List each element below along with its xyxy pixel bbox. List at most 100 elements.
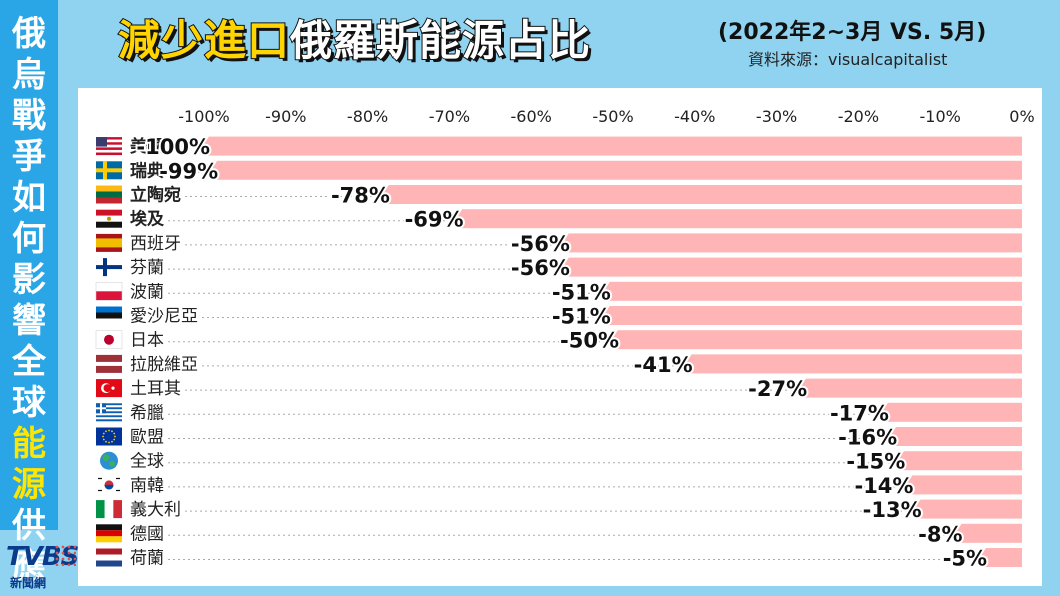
value-label: -15% (846, 450, 905, 474)
x-tick-label: -70% (429, 107, 470, 126)
value-label: -99% (159, 159, 218, 183)
category-label: 立陶宛 (130, 185, 181, 206)
flag-greece-icon (96, 403, 122, 422)
chart-panel: -100% -90% -80% -70% -60% -50% -40% -30% -20% -10… (78, 88, 1042, 586)
category-label: 埃及 (130, 209, 165, 230)
category-label: 美國 (130, 136, 164, 157)
category-label: 日本 (130, 331, 164, 351)
period-label: (2022年2~3月 VS. 5月) (718, 20, 987, 45)
bar (383, 185, 1023, 204)
value-label: -56% (511, 232, 570, 256)
bar (899, 451, 1022, 471)
flag-latvia-icon (96, 354, 122, 373)
logo-subtitle: 新聞網 (10, 576, 47, 590)
side-title: 俄烏戰爭如何影響全球能源供應 (8, 14, 50, 588)
x-tick-label: 0% (1009, 107, 1034, 126)
bar (882, 402, 1022, 422)
category-label: 歐盟 (130, 428, 164, 448)
side-title-char: 影 (12, 260, 46, 300)
category-label: 瑞典 (130, 160, 164, 181)
value-label: -41% (634, 353, 693, 377)
flag-italy-icon (96, 500, 122, 519)
category-label: 西班牙 (130, 234, 181, 254)
flag-germany-icon (96, 524, 122, 543)
side-title-char: 何 (12, 219, 46, 259)
bar (204, 136, 1022, 156)
value-label: -50% (560, 329, 619, 353)
flag-south-korea-icon (96, 475, 122, 494)
side-title-char: 全 (12, 342, 46, 382)
value-label: -56% (511, 256, 570, 280)
bar (686, 354, 1022, 374)
value-label: -78% (331, 184, 390, 208)
category-label: 南韓 (130, 476, 164, 496)
bar (956, 523, 1022, 543)
flag-eu-icon (96, 427, 122, 446)
x-tick-label: -10% (920, 107, 961, 126)
flag-finland-icon (96, 258, 122, 277)
bar (613, 330, 1022, 350)
bar (604, 306, 1022, 325)
flag-lithuania-icon (96, 185, 122, 204)
bar (457, 209, 1023, 229)
side-banner: 俄烏戰爭如何影響全球能源供應 (0, 0, 58, 587)
value-label: -51% (552, 280, 611, 304)
tvbs-logo: TVBS 新聞網 (2, 538, 79, 594)
category-label: 希臘 (130, 403, 164, 423)
category-label: 芬蘭 (130, 258, 164, 278)
x-tick-label: -30% (756, 107, 797, 126)
bar (891, 427, 1022, 446)
title-part-1: 減少進口 (117, 15, 291, 66)
flag-poland-icon (95, 282, 123, 301)
source-label: 資料來源：visualcapitalist (748, 50, 948, 69)
bar-chart: -100% -90% -80% -70% -60% -50% -40% -30% -20% -10… (95, 107, 1035, 573)
value-label: -69% (405, 208, 464, 232)
side-title-char: 源 (12, 465, 46, 505)
flag-netherlands-icon (96, 548, 122, 567)
category-label: 愛沙尼亞 (130, 307, 198, 327)
category-label: 波蘭 (130, 282, 164, 302)
bar (915, 499, 1022, 519)
category-label: 荷蘭 (130, 549, 164, 569)
flag-estonia-icon (96, 306, 122, 325)
side-title-char: 如 (12, 178, 46, 218)
side-title-char: 供 (12, 506, 46, 546)
flag-us-icon (96, 137, 122, 156)
category-label: 土耳其 (130, 379, 181, 399)
side-title-char: 能 (12, 424, 46, 464)
x-tick-label: -50% (592, 107, 633, 126)
x-tick-label: -100% (178, 107, 230, 126)
value-label: -13% (863, 498, 922, 522)
x-tick-label: -60% (511, 107, 552, 126)
chart-title: 減少進口 俄羅斯能源占比 (117, 6, 592, 68)
side-title-char: 俄 (12, 14, 46, 54)
bar (604, 281, 1022, 301)
value-label: -8% (918, 522, 962, 546)
value-label: -5% (943, 547, 987, 571)
bar (563, 233, 1022, 253)
side-title-char: 烏 (12, 55, 46, 95)
value-label: -17% (830, 401, 889, 425)
value-label: -51% (552, 305, 611, 329)
side-title-char: 應 (12, 547, 46, 587)
bar (212, 160, 1022, 180)
category-label: 德國 (130, 524, 164, 544)
flag-sweden-icon (96, 161, 122, 180)
side-title-char: 響 (12, 301, 46, 341)
globe-icon (100, 451, 118, 470)
bar (563, 257, 1022, 277)
title-part-2: 俄羅斯能源占比 (289, 15, 592, 66)
bar (981, 548, 1022, 567)
x-tick-label: -20% (838, 107, 879, 126)
value-label: -100% (136, 135, 210, 159)
x-tick-label: -80% (347, 107, 388, 126)
bar (801, 378, 1022, 398)
x-tick-label: -40% (674, 107, 715, 126)
category-label: 義大利 (130, 500, 181, 520)
x-tick-label: -90% (265, 107, 306, 126)
value-label: -16% (838, 426, 897, 450)
logo-dots-icon (54, 544, 76, 566)
flag-turkey-icon (96, 379, 122, 398)
flag-spain-icon (96, 233, 122, 252)
category-label: 拉脫維亞 (130, 355, 198, 375)
